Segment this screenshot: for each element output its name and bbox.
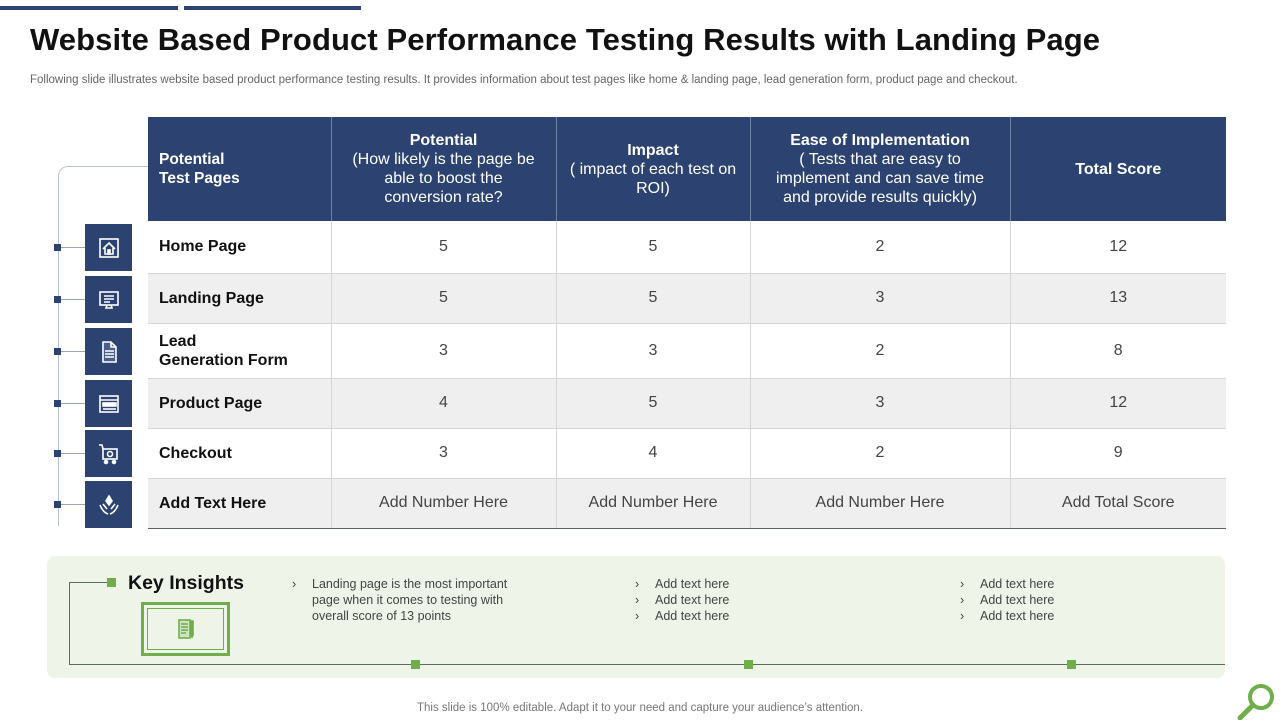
timeline-marker: [54, 501, 85, 508]
timeline-marker: [54, 296, 85, 303]
insights-frame-line: [69, 582, 109, 665]
timeline-marker: [54, 244, 85, 251]
list-item[interactable]: Add text here: [635, 608, 729, 624]
cell-page: Home Page: [148, 221, 331, 274]
cell-total[interactable]: Add Total Score: [1009, 478, 1226, 529]
insights-base-line: [69, 664, 1225, 665]
cell-page[interactable]: Add Text Here: [148, 478, 331, 529]
table-header-row: Potential Test Pages Potential (How likely…: [148, 117, 1226, 221]
cell-potential: 3: [330, 323, 556, 379]
insights-marker: [744, 660, 753, 669]
test-results-table: Potential Test Pages Potential (How likely…: [148, 117, 1226, 529]
hands-care-icon: [85, 481, 132, 528]
list-item[interactable]: Add text here: [635, 576, 729, 592]
cell-impact: 5: [555, 221, 750, 274]
table-row: Add Text Here Add Number Here Add Number…: [148, 478, 1226, 529]
cell-ease[interactable]: Add Number Here: [749, 478, 1010, 529]
timeline-marker: [54, 348, 85, 355]
header-test-pages: Potential Test Pages: [148, 117, 331, 221]
cell-impact: 5: [555, 273, 750, 324]
cell-potential[interactable]: Add Number Here: [330, 478, 556, 529]
cell-impact[interactable]: Add Number Here: [555, 478, 750, 529]
cell-ease: 2: [749, 221, 1010, 274]
cell-ease: 2: [749, 428, 1010, 479]
cell-ease: 3: [749, 273, 1010, 324]
insights-marker: [411, 660, 420, 669]
cell-impact: 5: [555, 378, 750, 429]
table-row: Checkout 3 4 2 9: [148, 428, 1226, 479]
header-potential: Potential (How likely is the page be able…: [330, 117, 556, 221]
top-accent-bar-1: [0, 6, 178, 10]
key-insights-title: Key Insights: [128, 572, 244, 594]
cell-total: 12: [1009, 221, 1226, 274]
insights-column-3: Add text here Add text here Add text her…: [960, 576, 1054, 624]
document-icon: [85, 328, 132, 375]
list-item[interactable]: Add text here: [635, 592, 729, 608]
cell-ease: 2: [749, 323, 1010, 379]
insights-marker: [107, 578, 116, 587]
cell-total: 9: [1009, 428, 1226, 479]
cell-ease: 3: [749, 378, 1010, 429]
table-row: Product Page 4 5 3 12: [148, 378, 1226, 429]
insights-column-2: Add text here Add text here Add text her…: [635, 576, 729, 624]
table-row: Landing Page 5 5 3 13: [148, 273, 1226, 324]
list-item[interactable]: Add text here: [960, 608, 1054, 624]
timeline-connector: [58, 166, 148, 526]
cell-total: 8: [1009, 323, 1226, 379]
insights-marker: [1067, 660, 1076, 669]
cell-page: Checkout: [148, 428, 331, 479]
cell-potential: 5: [330, 273, 556, 324]
cell-potential: 5: [330, 221, 556, 274]
timeline-marker: [54, 450, 85, 457]
cell-total: 13: [1009, 273, 1226, 324]
slide-subtitle: Following slide illustrates website base…: [30, 74, 1018, 86]
list-item: Landing page is the most important: [292, 576, 507, 592]
magnifier-icon: [1237, 684, 1274, 720]
insights-column-1: Landing page is the most important page …: [292, 576, 507, 624]
cell-impact: 4: [555, 428, 750, 479]
monitor-icon: [85, 276, 132, 323]
top-accent-bar-2: [184, 6, 361, 10]
cell-potential: 4: [330, 378, 556, 429]
browser-window-icon: [85, 380, 132, 427]
list-item[interactable]: Add text here: [960, 576, 1054, 592]
header-ease: Ease of Implementation( Tests that are e…: [749, 117, 1010, 221]
cell-page: Product Page: [148, 378, 331, 429]
shopping-cart-icon: [85, 430, 132, 477]
table-row: Home Page 5 5 2 12: [148, 221, 1226, 274]
list-item: overall score of 13 points: [312, 609, 451, 623]
timeline-marker: [54, 400, 85, 407]
slide-title: Website Based Product Performance Testin…: [30, 22, 1101, 57]
header-total-score: Total Score: [1009, 117, 1226, 221]
list-item: page when it comes to testing with: [312, 593, 504, 607]
cell-impact: 3: [555, 323, 750, 379]
notebook-pencil-icon: [141, 602, 230, 656]
footer-note: This slide is 100% editable. Adapt it to…: [416, 702, 864, 714]
cell-total: 12: [1009, 378, 1226, 429]
list-item[interactable]: Add text here: [960, 592, 1054, 608]
cell-page: Landing Page: [148, 273, 331, 324]
home-icon: [85, 224, 132, 271]
header-impact: Impact( impact of each test on ROI): [555, 117, 750, 221]
cell-potential: 3: [330, 428, 556, 479]
table-row: Lead Generation Form 3 3 2 8: [148, 323, 1226, 379]
cell-page: Lead Generation Form: [148, 323, 331, 379]
